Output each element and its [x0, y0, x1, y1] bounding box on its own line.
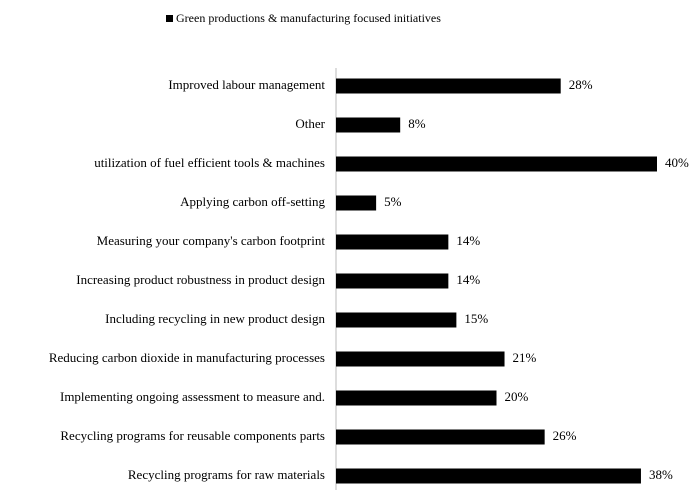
- y-tick-label: Implementing ongoing assessment to measu…: [60, 389, 325, 404]
- legend-label: Green productions & manufacturing focuse…: [176, 11, 441, 25]
- bar: [336, 390, 497, 406]
- bar: [336, 156, 657, 172]
- bar: [336, 468, 641, 484]
- y-tick-label: Other: [295, 116, 325, 131]
- legend-swatch: [166, 15, 173, 22]
- y-tick-label: Measuring your company's carbon footprin…: [97, 233, 326, 248]
- y-tick-label: Applying carbon off-setting: [180, 194, 325, 209]
- bar: [336, 429, 545, 445]
- data-label: 14%: [456, 272, 480, 287]
- data-label: 26%: [553, 428, 577, 443]
- data-label: 15%: [464, 311, 488, 326]
- data-label: 40%: [665, 155, 689, 170]
- data-label: 20%: [505, 389, 529, 404]
- data-label: 5%: [384, 194, 402, 209]
- bar: [336, 195, 377, 211]
- bar: [336, 117, 401, 133]
- y-tick-label: utilization of fuel efficient tools & ma…: [94, 155, 325, 170]
- data-label: 28%: [569, 77, 593, 92]
- bar: [336, 351, 505, 367]
- data-label: 14%: [456, 233, 480, 248]
- y-tick-label: Including recycling in new product desig…: [105, 311, 325, 326]
- y-tick-label: Recycling programs for reusable componen…: [60, 428, 325, 443]
- y-tick-label: Increasing product robustness in product…: [76, 272, 325, 287]
- y-tick-label: Improved labour management: [168, 77, 325, 92]
- y-tick-label: Reducing carbon dioxide in manufacturing…: [49, 350, 325, 365]
- data-label: 8%: [408, 116, 426, 131]
- data-label: 38%: [649, 467, 673, 482]
- data-label: 21%: [513, 350, 537, 365]
- bar: [336, 273, 449, 289]
- bar: [336, 312, 457, 328]
- bar: [336, 234, 449, 250]
- bar: [336, 78, 561, 94]
- y-tick-label: Recycling programs for raw materials: [128, 467, 325, 482]
